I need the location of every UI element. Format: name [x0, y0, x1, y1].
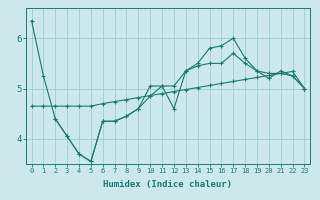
X-axis label: Humidex (Indice chaleur): Humidex (Indice chaleur): [103, 180, 233, 189]
